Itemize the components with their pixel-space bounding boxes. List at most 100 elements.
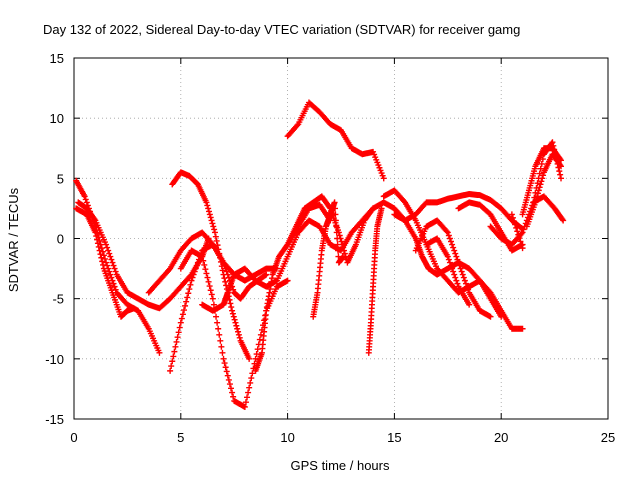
data-point — [557, 171, 564, 178]
series-trace-q — [423, 235, 473, 308]
data-point — [535, 175, 542, 182]
data-point — [514, 228, 521, 235]
data-point — [538, 178, 545, 185]
data-point — [228, 304, 235, 311]
data-point — [229, 310, 236, 317]
data-point — [332, 217, 339, 224]
data-point — [175, 329, 182, 336]
data-point — [554, 160, 561, 167]
data-point — [247, 379, 254, 386]
data-point — [341, 250, 348, 257]
data-point — [444, 253, 451, 260]
data-point — [167, 367, 174, 374]
data-point — [105, 247, 112, 254]
data-point — [537, 181, 544, 188]
data-point — [94, 236, 101, 243]
series-trace-p — [412, 217, 494, 320]
data-point — [249, 370, 256, 377]
data-point — [169, 358, 176, 365]
data-point — [336, 232, 343, 239]
data-point — [199, 253, 206, 260]
data-point — [450, 268, 457, 275]
data-point — [81, 193, 88, 200]
data-point — [512, 221, 519, 228]
data-point — [207, 214, 214, 221]
data-point — [227, 300, 234, 307]
data-point — [283, 242, 290, 249]
data-point — [214, 242, 221, 249]
data-point — [533, 184, 540, 191]
data-point — [333, 223, 340, 230]
data-point — [451, 247, 458, 254]
series-trace-v — [530, 139, 565, 206]
data-point — [453, 277, 460, 284]
data-point — [93, 233, 100, 240]
data-point — [211, 229, 218, 236]
data-point — [245, 389, 252, 396]
data-point — [182, 302, 189, 309]
data-point — [448, 238, 455, 245]
data-point — [445, 256, 452, 263]
data-point — [215, 246, 222, 253]
data-point — [532, 189, 539, 196]
data-point — [234, 325, 241, 332]
data-point — [184, 294, 191, 301]
data-point — [536, 170, 543, 177]
data-point — [100, 261, 107, 268]
data-point — [181, 307, 188, 314]
data-point — [444, 229, 451, 236]
data-point — [107, 271, 114, 278]
data-point — [112, 268, 119, 275]
data-point — [519, 229, 526, 236]
data-point — [218, 343, 225, 350]
data-point — [246, 384, 253, 391]
data-point — [537, 165, 544, 172]
data-point — [451, 271, 458, 278]
data-point — [187, 281, 194, 288]
data-point — [190, 271, 197, 278]
data-point — [380, 175, 387, 182]
data-point — [215, 325, 222, 332]
data-point — [98, 254, 105, 261]
data-point — [519, 325, 526, 332]
data-point — [446, 235, 453, 242]
data-point — [332, 211, 339, 218]
data-point — [108, 256, 115, 263]
data-point — [176, 324, 183, 331]
y-tick-label: 5 — [57, 171, 64, 186]
data-point — [553, 157, 560, 164]
data-point — [207, 287, 214, 294]
data-point — [498, 313, 505, 320]
series-trace-f — [169, 169, 253, 362]
data-point — [244, 394, 251, 401]
data-point — [475, 276, 482, 283]
data-point — [236, 334, 243, 341]
data-point — [171, 348, 178, 355]
data-point — [221, 275, 228, 282]
data-point — [229, 389, 236, 396]
data-point — [186, 286, 193, 293]
data-point — [332, 205, 339, 212]
y-axis-label: SDTVAR / TECUs — [6, 187, 21, 292]
data-point — [340, 247, 347, 254]
data-point — [107, 253, 114, 260]
data-point — [230, 313, 237, 320]
data-point — [178, 315, 185, 322]
data-point — [539, 156, 546, 163]
data-point — [261, 317, 268, 324]
data-point — [455, 259, 462, 266]
data-point — [212, 233, 219, 240]
data-point — [466, 301, 473, 308]
data-point — [229, 307, 236, 314]
data-point — [552, 153, 559, 160]
data-point — [241, 403, 248, 410]
data-point — [217, 337, 224, 344]
data-point — [511, 218, 518, 225]
data-point — [513, 224, 520, 231]
y-axis-ticks: -15 -10 -5 0 5 10 15 — [45, 51, 608, 427]
plot-area — [73, 99, 567, 410]
data-point — [530, 199, 537, 206]
data-point — [457, 265, 464, 272]
data-point — [203, 270, 210, 277]
